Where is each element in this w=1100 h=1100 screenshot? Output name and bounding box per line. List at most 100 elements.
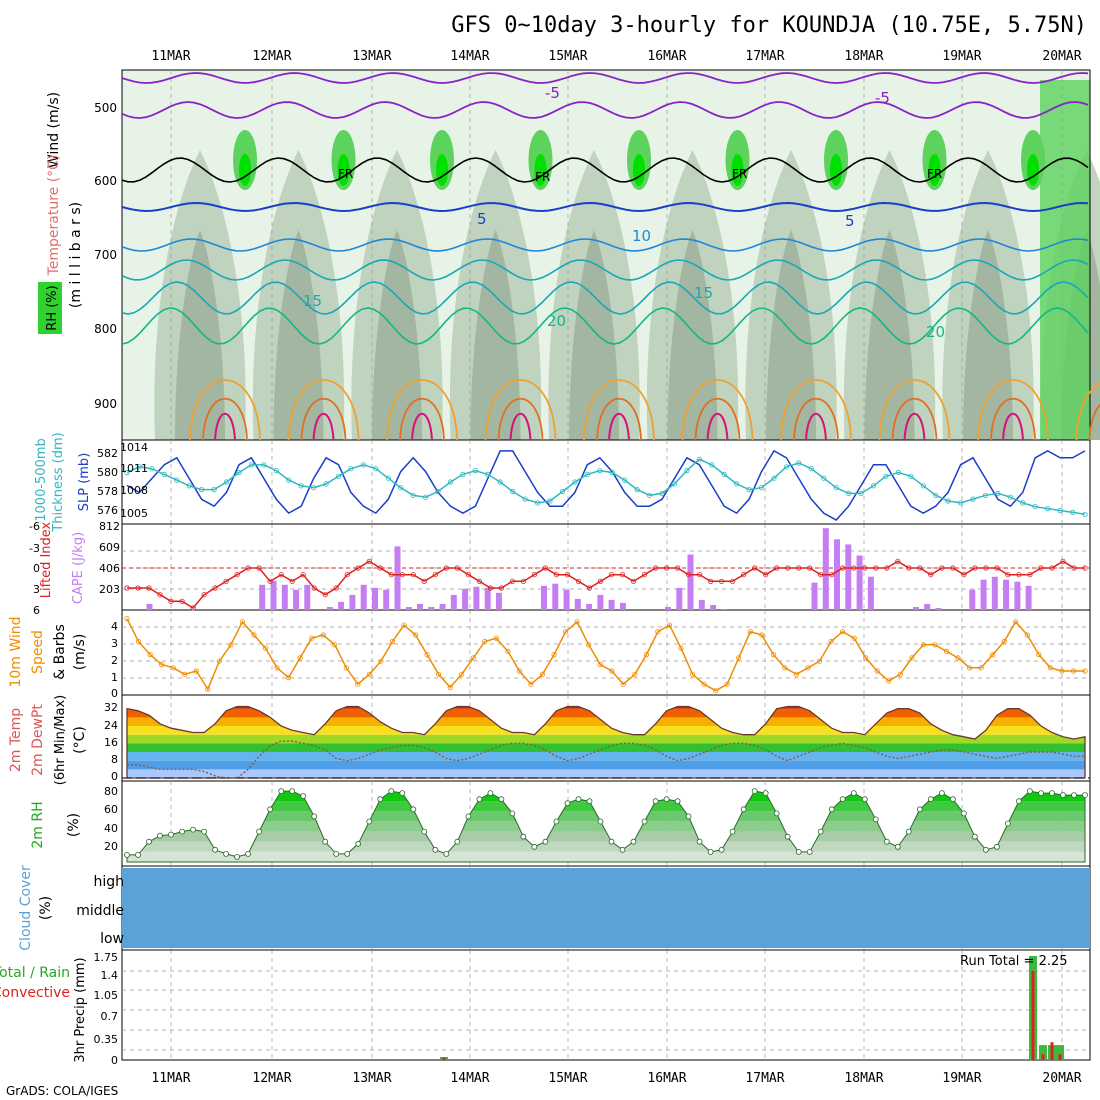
- bottom-date-label: 15MAR: [548, 1071, 587, 1086]
- cloud-middle-tick: middle: [76, 903, 124, 919]
- lifted-index-line-point: [465, 572, 471, 578]
- rh-point: [586, 798, 593, 805]
- rh-plume-core: [963, 230, 1013, 440]
- precip-tick: 0: [111, 1054, 118, 1067]
- thickness-line-point: [435, 488, 441, 495]
- lifted-index-line-point: [807, 565, 813, 571]
- cape-bar: [619, 602, 626, 610]
- wind10-line-point: [897, 671, 903, 677]
- temperature-contour: [121, 238, 1089, 252]
- rh-point: [608, 838, 615, 845]
- wind10-line-point: [193, 668, 199, 674]
- thickness-line-point: [348, 466, 354, 472]
- wind10-line-point: [990, 651, 996, 658]
- rh-point: [487, 790, 494, 796]
- rh-point: [883, 838, 890, 845]
- rh-plume-core: [372, 230, 422, 440]
- thickness-line-point: [646, 492, 653, 498]
- hot-contour: [312, 412, 335, 441]
- thickness-line-point: [883, 473, 889, 479]
- rh-point: [939, 790, 945, 796]
- wind10-line-point: [643, 651, 650, 658]
- rh-tick: 80: [104, 785, 118, 798]
- cape-tick: 812: [99, 520, 120, 533]
- thickness-line-point: [373, 466, 379, 472]
- wind10-line-point: [1001, 638, 1007, 645]
- wind10-line-point: [966, 665, 973, 671]
- rh-point: [135, 852, 141, 858]
- thickness-line-point: [1057, 507, 1063, 514]
- warm-contour: [1075, 382, 1100, 441]
- rh-point: [201, 828, 208, 835]
- temperature-contour: [121, 72, 1089, 84]
- wind-label: Wind (m/s): [46, 92, 62, 168]
- lifted-index-line-point: [520, 578, 527, 584]
- wind10-tick: 3: [111, 637, 118, 650]
- warm-contour: [694, 398, 741, 441]
- rh-point: [509, 810, 516, 817]
- cape-bar: [439, 603, 446, 610]
- thickness-line-point: [870, 483, 877, 489]
- rh-point: [300, 793, 307, 799]
- rh-point: [1005, 820, 1011, 827]
- cape-bar: [834, 539, 840, 610]
- dewpoint-line: [127, 740, 1085, 779]
- wind10-line-point: [713, 688, 719, 694]
- warm-contour: [202, 398, 248, 441]
- cape-bar: [552, 583, 559, 610]
- wind10-line-point: [459, 671, 465, 677]
- rh-point: [619, 846, 626, 853]
- rh-color-band: [127, 791, 1085, 802]
- thickness-line-point: [845, 490, 852, 496]
- thickness-line: [126, 458, 1086, 516]
- wind10-line-point: [493, 635, 499, 641]
- temp-tick: 24: [104, 719, 118, 732]
- thickness-line-point: [1082, 511, 1088, 517]
- temp-color-band: [127, 734, 1085, 744]
- precip-total-label: Total / Rain: [0, 965, 70, 981]
- rh-point: [564, 800, 571, 807]
- lifted-index-line-point: [399, 572, 405, 578]
- contour-label: 20: [926, 323, 945, 341]
- thickness-line-point: [746, 486, 752, 493]
- wind10-line-point: [124, 615, 130, 622]
- wind10-line-point: [1070, 668, 1077, 674]
- rh-label: RH (%): [45, 285, 60, 330]
- thickness-line-point: [534, 500, 541, 506]
- lifted-index-line-point: [1027, 572, 1033, 578]
- slp-line: [126, 449, 1086, 521]
- lifted-index-line-point: [983, 565, 989, 571]
- wind10-line-point: [978, 665, 984, 671]
- bottom-date-label: 16MAR: [647, 1071, 686, 1086]
- wind10-line-point: [447, 684, 453, 691]
- rh-point: [410, 806, 417, 813]
- warm-contour: [878, 379, 951, 441]
- rh-point: [1027, 788, 1033, 794]
- lifted-index-line-point: [917, 565, 923, 571]
- rh-color-band: [127, 821, 1085, 832]
- rh-point: [223, 851, 230, 857]
- top-date-label: 16MAR: [647, 49, 686, 64]
- bottom-date-label: 17MAR: [745, 1071, 784, 1086]
- thickness-line-point: [335, 473, 342, 479]
- thickness-line-point: [1070, 509, 1076, 516]
- thickness-line-point: [410, 492, 416, 498]
- thickness-line-point: [808, 466, 814, 472]
- top-date-label: 14MAR: [450, 49, 489, 64]
- lifted-index-line-point: [740, 572, 747, 578]
- lifted-index-line-point: [696, 572, 703, 578]
- thickness-line-point: [161, 471, 167, 477]
- lifted-index-label: Lifted Index: [39, 521, 54, 598]
- wind10-line-point: [955, 655, 961, 661]
- rh-point: [806, 849, 813, 855]
- rh-point: [1049, 790, 1055, 796]
- thickness-line-point: [149, 466, 155, 472]
- cape-bar: [867, 576, 874, 610]
- wind10-line-point: [355, 681, 361, 687]
- rh-point: [234, 854, 241, 860]
- upper-panel-labels: Wind (m/s) Temperature (°C) RH (%) (m i …: [38, 92, 84, 334]
- lifted-index-line-point: [179, 598, 185, 604]
- precip-convective-bar: [442, 1057, 446, 1060]
- rh-point: [641, 818, 648, 825]
- wind10-line-point: [528, 681, 534, 687]
